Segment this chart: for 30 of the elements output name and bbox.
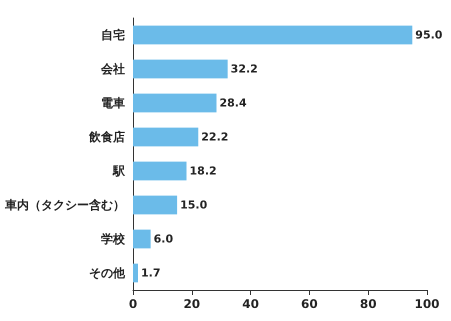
bar xyxy=(133,162,187,180)
y-tick-label: 会社 xyxy=(100,62,125,76)
y-tick-label: 自宅 xyxy=(101,28,125,42)
data-label: 18.2 xyxy=(190,164,217,178)
y-tick-label: その他 xyxy=(89,266,126,280)
bar xyxy=(133,128,198,146)
y-tick-label: 学校 xyxy=(101,232,126,246)
data-label: 32.2 xyxy=(230,62,258,76)
data-label: 22.2 xyxy=(201,130,228,144)
x-tick-label: 100 xyxy=(414,297,440,311)
bar xyxy=(133,264,138,282)
bar xyxy=(133,196,178,214)
y-tick-label: 電車 xyxy=(101,96,125,110)
y-tick-label: 駅 xyxy=(112,164,126,178)
data-label: 28.4 xyxy=(219,96,247,110)
x-tick-label: 60 xyxy=(301,297,318,311)
bar xyxy=(133,230,151,248)
data-label: 95.0 xyxy=(415,28,443,42)
bar xyxy=(133,26,412,44)
bar xyxy=(133,94,216,112)
data-label: 1.7 xyxy=(141,266,160,280)
y-tick-label: 飲食店 xyxy=(88,130,125,144)
data-label: 6.0 xyxy=(154,232,174,246)
y-tick-label: 車内（タクシー含む） xyxy=(4,198,125,212)
data-label: 15.0 xyxy=(180,198,208,212)
bar xyxy=(133,60,228,78)
x-tick-label: 80 xyxy=(360,297,377,311)
x-tick-label: 40 xyxy=(242,297,259,311)
x-tick-label: 0 xyxy=(128,297,138,311)
x-tick-label: 20 xyxy=(183,297,200,311)
